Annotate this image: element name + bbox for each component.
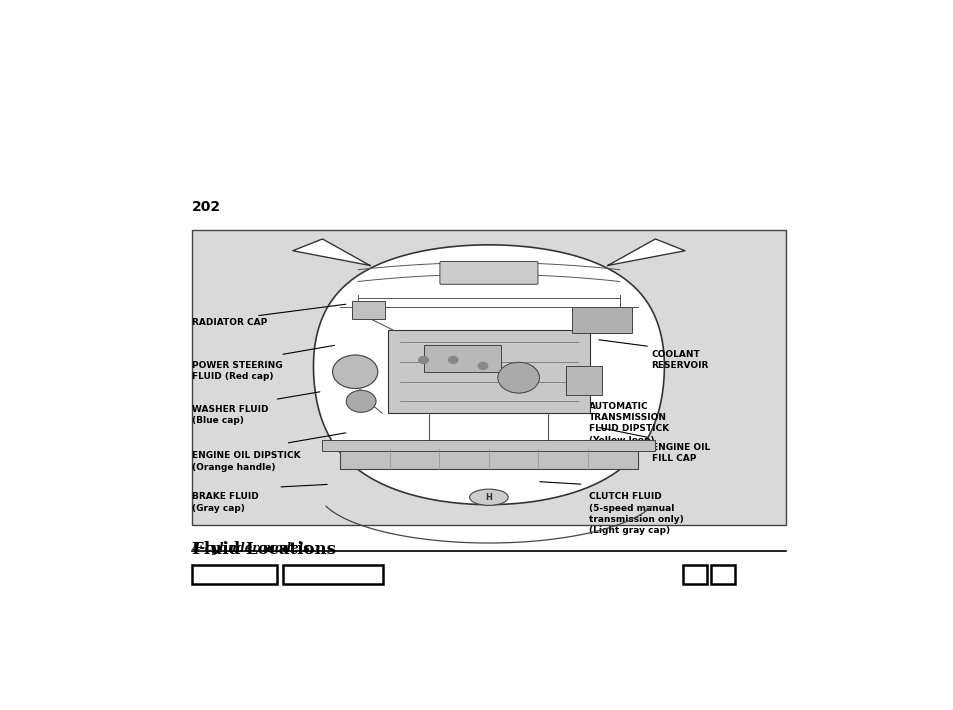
Circle shape (497, 362, 538, 393)
Bar (192, 565, 276, 584)
Text: 4-cylinder models: 4-cylinder models (192, 542, 309, 555)
Bar (388, 330, 589, 413)
Bar (423, 345, 500, 372)
Bar (710, 565, 735, 584)
Bar (352, 301, 384, 319)
Text: RADIATOR CAP: RADIATOR CAP (192, 317, 267, 327)
Text: CLUTCH FLUID
(5-speed manual
transmission only)
(Light gray cap): CLUTCH FLUID (5-speed manual transmissio… (588, 493, 682, 535)
Bar (283, 565, 383, 584)
Text: ENGINE OIL DIPSTICK
(Orange handle): ENGINE OIL DIPSTICK (Orange handle) (192, 452, 300, 471)
Text: BRAKE FLUID
(Gray cap): BRAKE FLUID (Gray cap) (192, 493, 258, 513)
FancyBboxPatch shape (439, 261, 537, 284)
Ellipse shape (469, 489, 508, 506)
Polygon shape (607, 239, 684, 266)
Text: Fluid Locations: Fluid Locations (192, 541, 335, 558)
Text: WASHER FLUID
(Blue cap): WASHER FLUID (Blue cap) (192, 405, 268, 425)
Text: COOLANT
RESERVOIR: COOLANT RESERVOIR (651, 350, 708, 371)
Circle shape (346, 391, 375, 413)
Bar (340, 449, 637, 469)
Text: H: H (485, 493, 492, 502)
Text: POWER STEERING
FLUID (Red cap): POWER STEERING FLUID (Red cap) (192, 361, 282, 381)
Circle shape (333, 355, 377, 388)
Bar (322, 439, 655, 452)
Bar (572, 307, 631, 334)
Circle shape (477, 362, 487, 369)
Text: AUTOMATIC
TRANSMISSION
FLUID DIPSTICK
(Yellow loop): AUTOMATIC TRANSMISSION FLUID DIPSTICK (Y… (588, 403, 668, 444)
Polygon shape (293, 239, 370, 266)
Bar (192, 230, 785, 525)
Circle shape (448, 356, 457, 364)
Bar (566, 366, 601, 395)
Circle shape (418, 356, 428, 364)
Bar (682, 565, 706, 584)
Text: 202: 202 (192, 200, 220, 214)
Text: ENGINE OIL
FILL CAP: ENGINE OIL FILL CAP (651, 443, 709, 464)
Polygon shape (314, 245, 663, 505)
